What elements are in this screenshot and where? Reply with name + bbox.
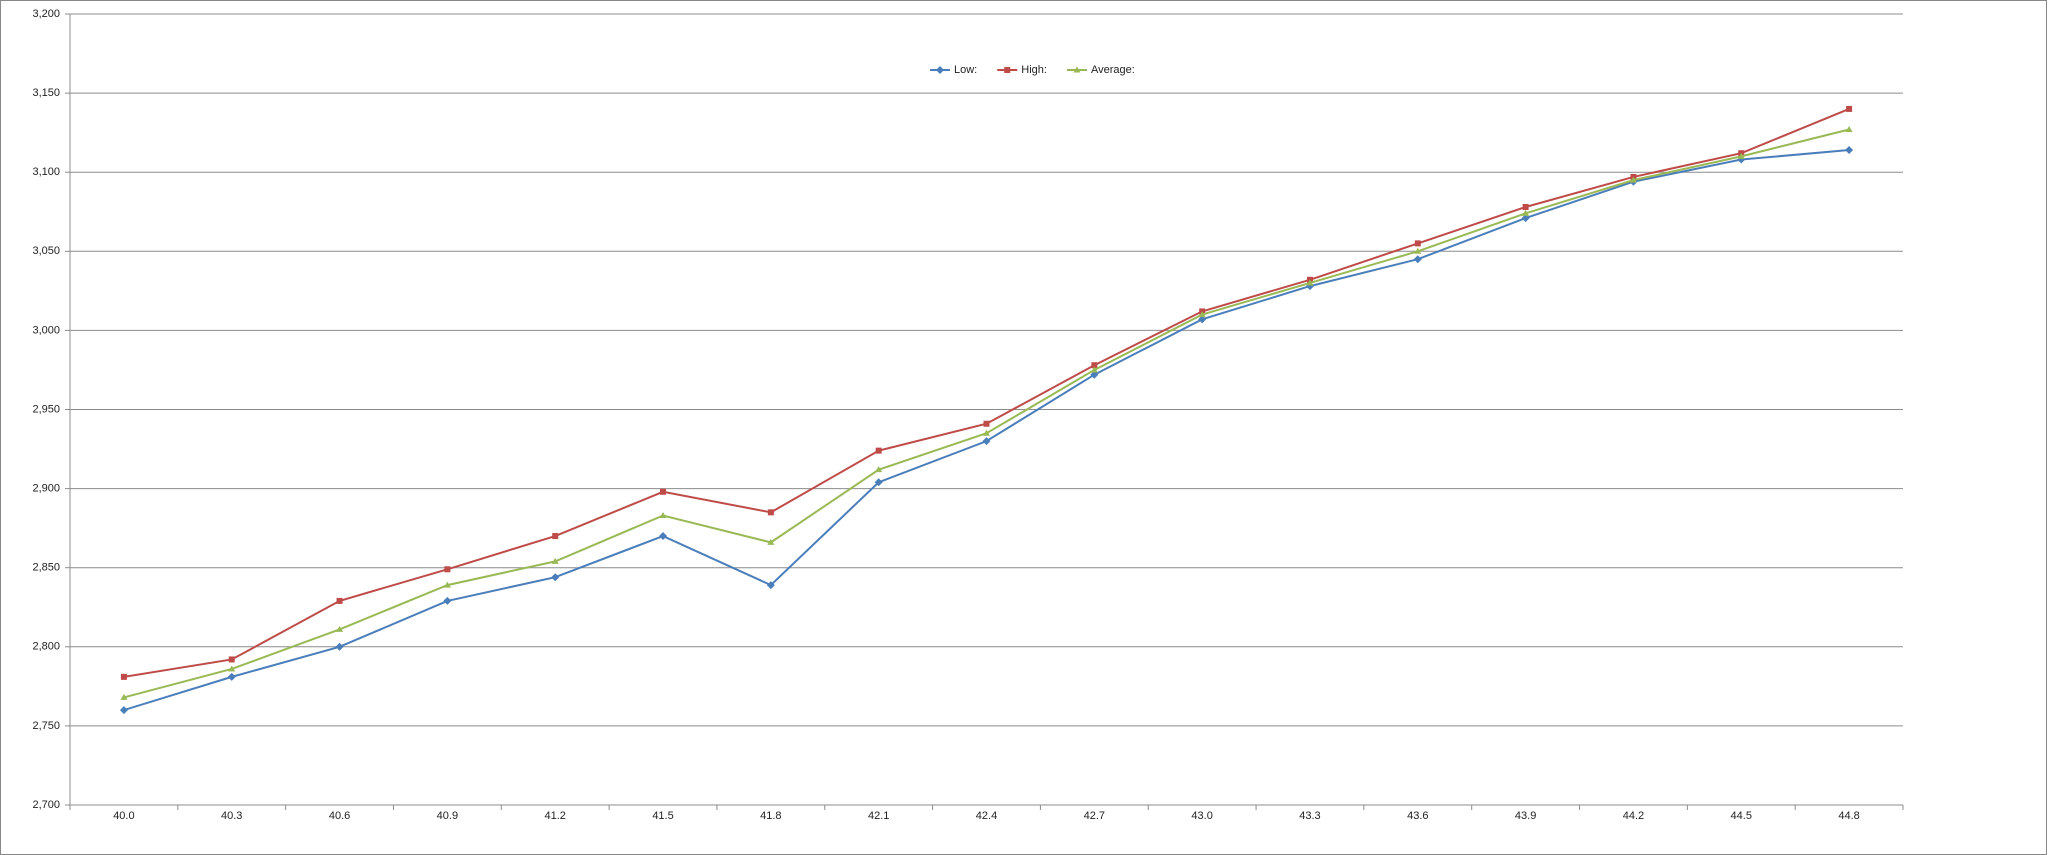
marker (335, 642, 344, 651)
marker (227, 672, 236, 681)
y-tick-label: 3,100 (32, 166, 60, 178)
y-tick-label: 2,950 (32, 403, 60, 415)
y-tick-label: 3,200 (32, 8, 60, 20)
marker (1413, 255, 1422, 264)
marker (1845, 146, 1854, 155)
marker (1198, 315, 1207, 324)
marker (228, 665, 236, 672)
marker (551, 557, 559, 564)
x-tick-label: 43.0 (1191, 810, 1212, 822)
x-tick-label: 42.7 (1084, 810, 1105, 822)
y-tick-label: 2,850 (32, 562, 60, 574)
marker (119, 706, 128, 715)
marker (1091, 362, 1098, 369)
marker (443, 581, 451, 588)
marker (1198, 311, 1206, 318)
marker (552, 533, 559, 540)
marker (874, 478, 883, 487)
marker (1521, 214, 1530, 223)
y-tick-label: 2,750 (32, 720, 60, 732)
x-tick-label: 40.0 (113, 810, 134, 822)
y-tick-label: 2,900 (32, 483, 60, 495)
marker (228, 656, 235, 663)
marker (1522, 204, 1529, 211)
legend-label: Low: (954, 64, 977, 76)
x-tick-label: 40.9 (437, 810, 458, 822)
x-tick-label: 41.8 (760, 810, 781, 822)
x-tick-label: 40.3 (221, 810, 242, 822)
marker (1414, 247, 1422, 254)
marker (767, 538, 775, 545)
marker (1414, 240, 1421, 247)
marker (982, 437, 991, 446)
marker (875, 447, 882, 454)
marker (659, 511, 667, 518)
marker (120, 693, 128, 700)
marker (983, 420, 990, 427)
marker (936, 66, 944, 74)
marker (875, 466, 883, 473)
marker (660, 488, 667, 495)
x-tick-label: 44.8 (1838, 810, 1859, 822)
marker (1846, 105, 1853, 112)
marker (1004, 67, 1011, 73)
y-tick-label: 2,700 (32, 799, 60, 811)
y-tick-label: 2,800 (32, 641, 60, 653)
marker (766, 581, 775, 590)
x-tick-label: 44.2 (1623, 810, 1644, 822)
marker (983, 429, 990, 436)
marker (120, 673, 127, 680)
marker (444, 566, 451, 573)
x-tick-label: 43.6 (1407, 810, 1428, 822)
marker (767, 509, 774, 516)
marker (1629, 176, 1637, 183)
marker (1737, 152, 1745, 159)
marker (1090, 366, 1098, 373)
marker (1306, 279, 1314, 286)
x-tick-label: 41.2 (544, 810, 565, 822)
marker (659, 532, 668, 541)
marker (1845, 125, 1853, 132)
marker (336, 597, 343, 604)
x-tick-label: 42.1 (868, 810, 889, 822)
x-tick-label: 41.5 (652, 810, 673, 822)
marker (551, 573, 560, 582)
legend-label: High: (1021, 64, 1047, 76)
marker (443, 596, 452, 605)
marker (1073, 66, 1081, 73)
y-tick-label: 3,050 (32, 245, 60, 257)
y-tick-label: 3,000 (32, 324, 60, 336)
x-tick-label: 43.9 (1515, 810, 1536, 822)
marker (1522, 209, 1530, 216)
marker (336, 625, 344, 632)
marker (1090, 370, 1099, 379)
legend-label: Average: (1091, 64, 1135, 76)
x-tick-label: 40.6 (329, 810, 350, 822)
x-tick-label: 43.3 (1299, 810, 1320, 822)
x-tick-label: 42.4 (976, 810, 997, 822)
y-tick-label: 3,150 (32, 87, 60, 99)
x-tick-label: 44.5 (1731, 810, 1752, 822)
